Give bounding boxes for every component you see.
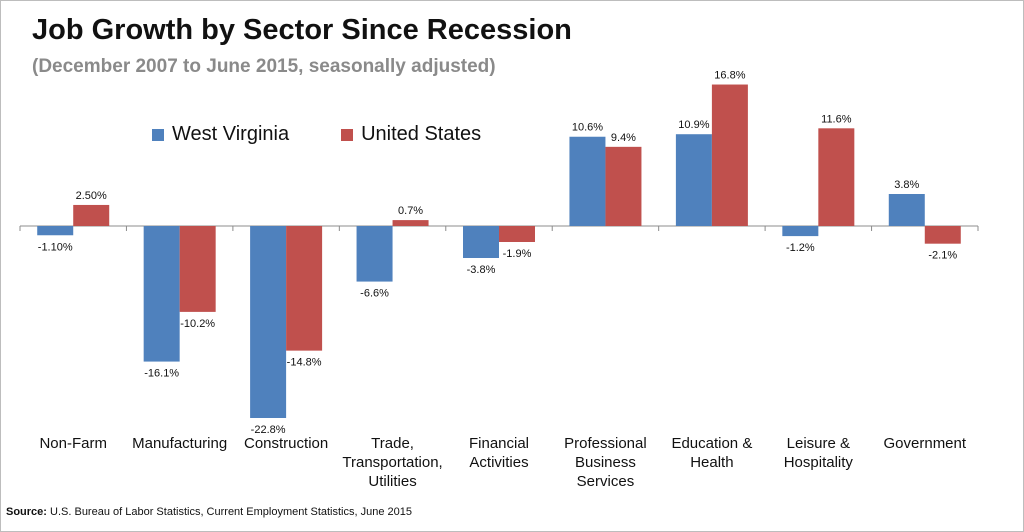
- bar-united-states: [179, 226, 216, 312]
- bar-united-states: [924, 226, 961, 244]
- bar-united-states: [711, 84, 748, 227]
- data-label: 10.9%: [678, 119, 709, 131]
- category-label-line: Activities: [469, 454, 528, 471]
- bar-west-virginia: [463, 226, 499, 258]
- legend-swatch-west-virginia: [152, 128, 164, 141]
- chart-subtitle: (December 2007 to June 2015, seasonally …: [32, 56, 496, 77]
- category-label-line: Manufacturing: [132, 435, 227, 452]
- source-text: U.S. Bureau of Labor Statistics, Current…: [50, 506, 412, 518]
- data-label: -10.2%: [180, 318, 215, 330]
- legend-swatch-united-states: [341, 128, 354, 141]
- category-label-line: Government: [884, 435, 967, 452]
- data-label: 3.8%: [894, 179, 919, 191]
- bar-united-states: [605, 146, 642, 226]
- category-label: Professional Business Services: [564, 435, 647, 490]
- bar-united-states: [286, 226, 323, 351]
- category-label-line: Hospitality: [784, 454, 854, 471]
- category-label-line: Transportation,: [342, 454, 442, 471]
- bar-west-virginia: [356, 226, 393, 282]
- category-label-line: Leisure &: [787, 435, 850, 452]
- data-label: -6.6%: [360, 288, 389, 300]
- category-label: Trade, Transportation, Utilities: [342, 435, 442, 490]
- data-label: -22.8%: [251, 424, 286, 436]
- bar-united-states: [499, 226, 535, 242]
- bar-united-states: [818, 128, 855, 226]
- legend-label-west-virginia: West Virginia: [172, 123, 290, 145]
- data-label: 9.4%: [611, 132, 636, 144]
- source-prefix: Source:: [6, 506, 47, 518]
- bar-west-virginia: [143, 226, 180, 362]
- data-label: 10.6%: [572, 122, 603, 134]
- legend-item-west-virginia: West Virginia: [152, 123, 289, 146]
- category-label: Education & Health: [671, 435, 752, 471]
- category-label: Financial Activities: [469, 435, 529, 471]
- bar-west-virginia: [569, 136, 606, 226]
- category-label-line: Business: [575, 454, 636, 471]
- category-label-line: Health: [690, 454, 733, 471]
- category-label: Leisure & Hospitality: [784, 435, 854, 471]
- data-label: -1.2%: [786, 242, 815, 254]
- category-label: Non-Farm: [39, 435, 107, 452]
- category-label-line: Services: [577, 473, 635, 490]
- category-label-line: Utilities: [368, 473, 416, 490]
- data-label: 16.8%: [714, 70, 745, 82]
- category-label: Construction: [244, 435, 328, 452]
- bar-united-states: [392, 220, 429, 226]
- category-label-line: Trade,: [371, 435, 414, 452]
- category-label-line: Professional: [564, 435, 647, 452]
- data-label: -1.9%: [503, 248, 532, 260]
- legend: West Virginia United States: [152, 123, 533, 146]
- data-label: -1.10%: [38, 241, 73, 253]
- chart-title: Job Growth by Sector Since Recession: [32, 14, 572, 46]
- category-label: Manufacturing: [132, 435, 227, 452]
- bar-west-virginia: [782, 226, 819, 237]
- data-label: 2.50%: [76, 190, 107, 202]
- data-label: -3.8%: [467, 264, 496, 276]
- bar-west-virginia: [675, 134, 712, 226]
- category-label-line: Non-Farm: [39, 435, 107, 452]
- bar-united-states: [73, 204, 110, 226]
- bar-west-virginia: [250, 226, 287, 418]
- data-label: 0.7%: [398, 205, 423, 217]
- data-label: -14.8%: [287, 357, 322, 369]
- category-label-line: Financial: [469, 435, 529, 452]
- legend-item-united-states: United States: [341, 123, 481, 146]
- bar-west-virginia: [888, 194, 925, 226]
- category-label-line: Education &: [671, 435, 752, 452]
- data-label: 11.6%: [821, 113, 852, 125]
- data-label: -2.1%: [928, 250, 957, 262]
- category-label-line: Construction: [244, 435, 328, 452]
- source-note: Source: U.S. Bureau of Labor Statistics,…: [6, 506, 412, 518]
- data-label: -16.1%: [144, 368, 179, 380]
- bar-west-virginia: [37, 226, 74, 236]
- category-label: Government: [884, 435, 967, 452]
- legend-label-united-states: United States: [361, 123, 482, 145]
